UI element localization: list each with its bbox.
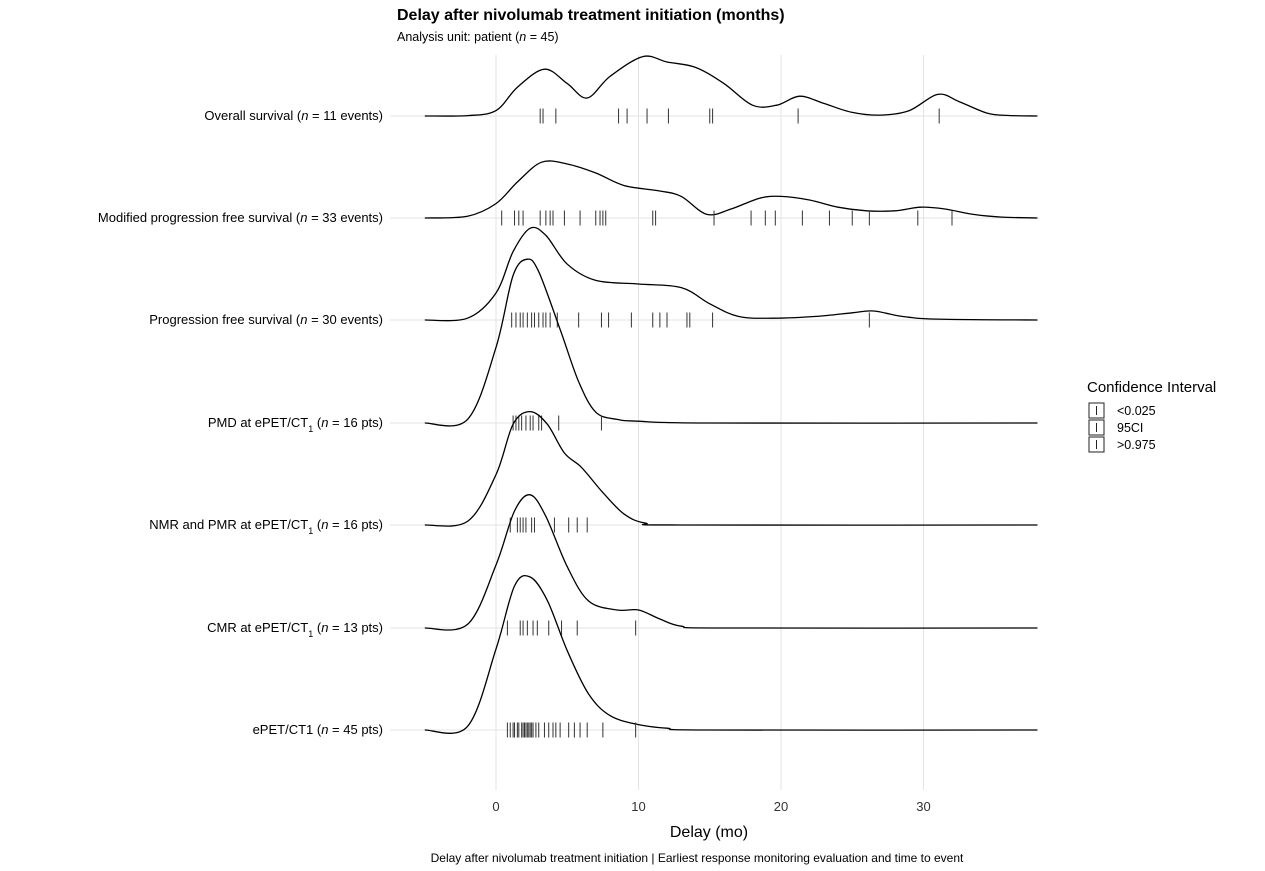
ridge-row-4: NMR and PMR at ePET/CT1 (n = 16 pts) [149, 410, 1038, 536]
chart-caption: Delay after nivolumab treatment initiati… [431, 851, 964, 865]
legend-label: <0.025 [1117, 404, 1156, 418]
chart-title: Delay after nivolumab treatment initiati… [397, 7, 785, 24]
ridge-row-5: CMR at ePET/CT1 (n = 13 pts) [207, 494, 1038, 639]
chart-subtitle: Analysis unit: patient (n = 45) [397, 30, 559, 44]
legend-label: >0.975 [1117, 438, 1156, 452]
density-curve [424, 494, 1038, 631]
row-label: PMD at ePET/CT1 (n = 16 pts) [208, 415, 383, 434]
ridge-row-2: Progression free survival (n = 30 events… [149, 226, 1038, 328]
ridge-row-6: ePET/CT1 (n = 45 pts) [253, 574, 1038, 738]
x-tick-label: 30 [916, 799, 930, 814]
row-label: Modified progression free survival (n = … [98, 210, 383, 225]
ridge-row-1: Modified progression free survival (n = … [98, 160, 1038, 226]
density-curve [424, 574, 1038, 734]
row-label: Overall survival (n = 11 events) [204, 108, 383, 123]
x-tick-label: 10 [631, 799, 645, 814]
legend: Confidence Interval <0.025 95CI >0.975 [1087, 379, 1216, 453]
density-curve [424, 410, 1038, 527]
legend-label: 95CI [1117, 421, 1143, 435]
chart-rows: Overall survival (n = 11 events) Modified… [98, 55, 1038, 738]
x-axis-label: Delay (mo) [670, 824, 748, 841]
density-curve [424, 160, 1038, 219]
density-curve [424, 55, 1038, 117]
x-axis: 0 10 20 30 [492, 799, 930, 814]
ridge-row-3: PMD at ePET/CT1 (n = 16 pts) [208, 258, 1038, 434]
legend-title: Confidence Interval [1087, 379, 1216, 396]
x-tick-label: 20 [774, 799, 788, 814]
legend-items: <0.025 95CI >0.975 [1088, 402, 1156, 453]
ridge-row-0: Overall survival (n = 11 events) [204, 55, 1038, 124]
density-curve [424, 226, 1038, 322]
x-tick-label: 0 [492, 799, 499, 814]
row-label: Progression free survival (n = 30 events… [149, 312, 383, 327]
row-label: CMR at ePET/CT1 (n = 13 pts) [207, 620, 383, 639]
row-label: NMR and PMR at ePET/CT1 (n = 16 pts) [149, 517, 383, 536]
density-curve [424, 258, 1038, 427]
row-label: ePET/CT1 (n = 45 pts) [253, 722, 383, 737]
